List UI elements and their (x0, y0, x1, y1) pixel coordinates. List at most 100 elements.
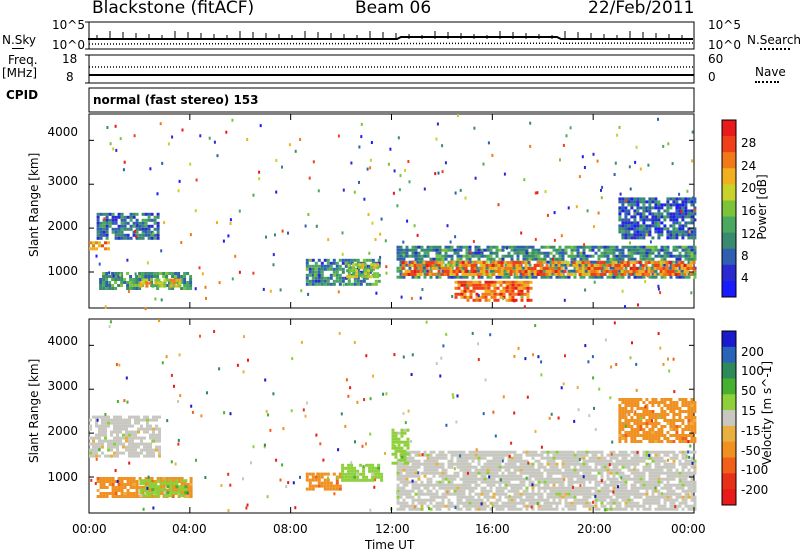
power-scatter (393, 169, 396, 173)
power-cell (513, 245, 517, 249)
velocity-cell (561, 486, 565, 490)
velocity-cell (621, 471, 625, 475)
power-scatter (95, 254, 98, 258)
power-cell (687, 260, 691, 264)
power-cell (624, 209, 628, 213)
velocity-cell (642, 422, 646, 425)
velocity-cell (543, 480, 547, 484)
velocity-cell (402, 501, 406, 505)
velocity-cell (414, 468, 418, 472)
velocity-cell (123, 486, 127, 489)
power-cell (537, 251, 541, 255)
velocity-cell (163, 491, 167, 495)
power-scatter (341, 252, 344, 256)
power-cell (573, 269, 577, 273)
velocity-cell (642, 492, 646, 496)
power-cell (669, 254, 673, 258)
velocity-cell (474, 465, 478, 469)
velocity-cell (672, 489, 676, 493)
velocity-cell (567, 501, 571, 505)
power-cell (666, 245, 670, 249)
velocity-cell (408, 456, 412, 460)
power-cell (536, 273, 540, 276)
power-cell (463, 283, 467, 287)
velocity-cell (459, 492, 463, 496)
velocity-cell (594, 477, 598, 481)
velocity-cell (435, 480, 439, 484)
velocity-cell (651, 422, 655, 425)
velocity-cell (657, 474, 661, 478)
velocity-cell (543, 456, 547, 460)
velocity-cell (600, 453, 604, 457)
velocity-cell (144, 483, 148, 486)
velocity-cell (525, 459, 529, 463)
velocity-cell (603, 465, 607, 469)
velocity-cell (633, 465, 637, 469)
velocity-cell (480, 456, 484, 460)
power-cell (419, 267, 423, 270)
velocity-cell (546, 501, 550, 505)
velocity-cell (107, 418, 110, 422)
velocity-cell (564, 474, 568, 478)
power-scatter (318, 274, 321, 278)
velocity-cell (648, 431, 652, 434)
power-cell (425, 267, 429, 270)
power-cell (457, 280, 461, 284)
velocity-cell (397, 431, 401, 435)
velocity-cell (399, 504, 403, 508)
velocity-cell (152, 430, 155, 434)
velocity-cell (480, 453, 484, 457)
velocity-cell (639, 434, 643, 437)
velocity-cell (474, 474, 478, 478)
velocity-cell (113, 415, 116, 419)
power-cell (371, 267, 375, 271)
velocity-cell (510, 501, 514, 505)
velocity-cell (555, 504, 559, 508)
velocity-cell (510, 474, 514, 478)
velocity-cell (477, 468, 481, 472)
power-cell (684, 275, 688, 279)
velocity-cell (459, 456, 463, 460)
velocity-cell (98, 436, 101, 440)
velocity-cell (480, 507, 484, 511)
velocity-cell (403, 452, 407, 456)
velocity-cell (528, 492, 532, 496)
power-cell (105, 224, 109, 228)
velocity-cell (630, 507, 634, 511)
power-cell (600, 275, 604, 279)
velocity-cell (403, 458, 407, 462)
velocity-cell (403, 455, 407, 459)
power-cell (320, 276, 324, 280)
power-cell (534, 257, 538, 261)
power-cell (621, 209, 625, 213)
velocity-cell (675, 471, 679, 475)
power-cell (96, 212, 100, 216)
velocity-cell (391, 437, 395, 441)
velocity-cell (603, 462, 607, 466)
velocity-cell (558, 477, 562, 481)
power-cell (608, 273, 612, 276)
velocity-cell (624, 495, 628, 499)
velocity-cell (642, 477, 646, 481)
velocity-cell (507, 471, 511, 475)
power-cell (153, 215, 157, 219)
power-cell (566, 261, 570, 264)
nsearch-tick-bottom: 10^0 (708, 38, 741, 52)
power-cell (114, 272, 118, 275)
power-cell (570, 248, 574, 252)
power-cell (523, 286, 527, 290)
power-cell (326, 276, 330, 280)
velocity-cell (391, 452, 395, 456)
velocity-cell (567, 462, 571, 466)
power-cell (552, 245, 556, 249)
velocity-cell (684, 465, 688, 469)
power-cell (475, 280, 479, 284)
velocity-cell (426, 489, 430, 493)
velocity-cell (693, 507, 697, 511)
velocity-cell (645, 489, 649, 493)
power-cell (558, 254, 562, 258)
power-cell (108, 212, 112, 216)
power-scatter (534, 191, 537, 195)
power-cell (172, 278, 176, 282)
power-cell (590, 264, 594, 267)
